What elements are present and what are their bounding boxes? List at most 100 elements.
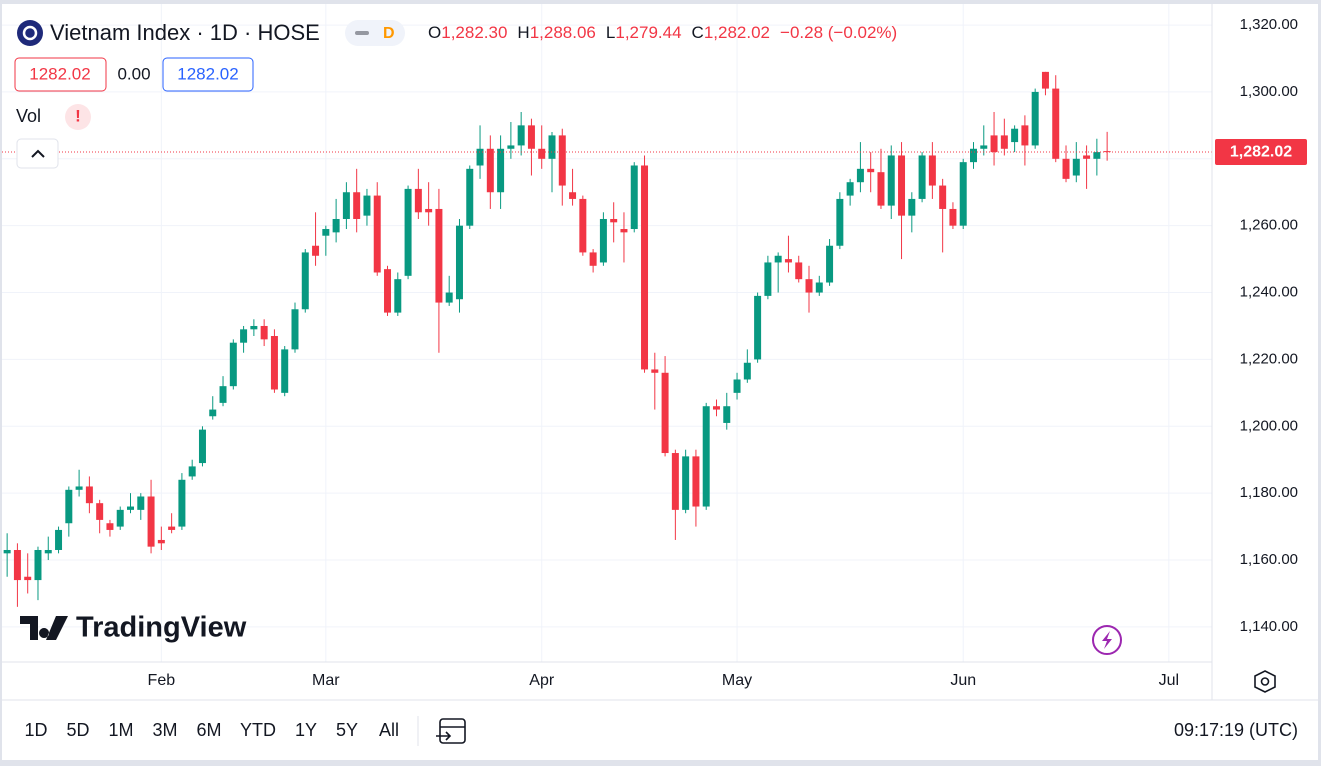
range-button[interactable]: All — [379, 720, 399, 740]
candle-body — [65, 489, 73, 524]
candle-body — [425, 208, 433, 213]
candle-body — [301, 252, 309, 310]
candle-body — [908, 198, 916, 216]
candle-body — [527, 125, 535, 149]
y-tick-label: 1,300.00 — [1240, 83, 1298, 100]
candle-body — [260, 325, 268, 340]
collapse-button[interactable] — [16, 138, 59, 169]
candle-body — [826, 245, 834, 283]
y-tick-label: 1,240.00 — [1240, 284, 1298, 301]
candle-body — [867, 168, 875, 173]
candle-body — [918, 155, 926, 199]
watermark: TradingView — [76, 612, 247, 644]
candle-body — [281, 349, 289, 393]
settings-dot — [1260, 677, 1270, 686]
candle-body — [887, 155, 895, 206]
ohlc-text: O1,282.30 H1,288.06 L1,279.44 C1,282.02 −0.2… — [428, 23, 897, 42]
candle-body — [928, 155, 936, 186]
x-tick-label: Jul — [1159, 672, 1179, 689]
candle-body — [497, 148, 505, 193]
candle-body — [168, 526, 176, 530]
y-tick-label: 1,200.00 — [1240, 417, 1298, 434]
candle-body — [353, 192, 361, 219]
candle-body — [610, 218, 618, 223]
candle-body — [96, 503, 104, 520]
symbol-title[interactable]: Vietnam Index · 1D · HOSE — [50, 20, 320, 45]
input-value: 0.00 — [117, 64, 150, 83]
x-tick-label: Mar — [312, 672, 340, 689]
x-tick-label: Feb — [148, 672, 176, 689]
price-tag — [1215, 139, 1307, 166]
range-button[interactable]: YTD — [240, 720, 276, 740]
candle-body — [877, 172, 885, 206]
candle-body — [157, 539, 165, 544]
warning-icon[interactable] — [65, 104, 91, 130]
y-tick-label: 1,320.00 — [1240, 16, 1298, 33]
candle-body — [723, 406, 731, 423]
candle-body — [970, 148, 977, 163]
candle-body — [651, 369, 659, 373]
ohlc-legend: O1,282.30 H1,288.06 L1,279.44 C1,282.02 −0.2… — [428, 23, 897, 42]
candle-body — [569, 192, 577, 199]
candle-body — [55, 529, 63, 550]
candle-body — [743, 362, 751, 380]
input-box[interactable] — [14, 57, 107, 92]
collapse-icon — [31, 149, 45, 158]
candle-body — [116, 509, 124, 527]
range-button[interactable]: 6M — [196, 720, 221, 740]
candle-body — [774, 255, 782, 263]
x-tick-label: Apr — [529, 672, 555, 689]
y-tick-label: 1,180.00 — [1240, 484, 1298, 501]
candle-body — [3, 549, 11, 554]
calendar — [439, 718, 466, 744]
candle-body — [599, 218, 607, 263]
candle-body — [589, 252, 597, 266]
settings-icon[interactable] — [1254, 670, 1276, 693]
legend-item: 1,282.02 — [704, 23, 770, 42]
symbol-logo — [17, 20, 43, 46]
candle-body — [939, 185, 947, 209]
date-range-icon[interactable] — [436, 718, 466, 744]
candle-body — [898, 155, 906, 216]
candle-body — [1041, 71, 1049, 89]
candle-body — [579, 198, 587, 253]
candle-body — [229, 342, 237, 387]
candle-body — [1011, 128, 1019, 143]
range-button[interactable]: 1D — [24, 720, 47, 740]
candle-body — [846, 182, 854, 196]
candle-body — [733, 379, 741, 393]
range-button[interactable]: 5Y — [336, 720, 358, 740]
input-value: 1282.02 — [29, 64, 90, 83]
candle-body — [1000, 135, 1008, 149]
range-button[interactable]: 1M — [108, 720, 133, 740]
candle-body — [671, 453, 679, 510]
range-button[interactable]: 5D — [66, 720, 89, 740]
badge[interactable] — [345, 20, 405, 46]
candle-body — [682, 456, 690, 510]
volume-label: Vol — [16, 106, 41, 126]
input-box[interactable] — [162, 57, 254, 92]
candle-body — [1052, 88, 1060, 159]
plot-area — [2, 4, 1212, 662]
candle-body — [445, 292, 453, 303]
candle-body — [548, 135, 556, 159]
y-tick-label: 1,260.00 — [1240, 217, 1298, 234]
legend-item: −0.28 (−0.02%) — [780, 23, 897, 42]
x-tick-label: May — [722, 672, 752, 689]
candle-body — [507, 145, 515, 149]
legend-item: C — [692, 23, 704, 42]
candle-body — [404, 188, 412, 276]
candle-body — [363, 195, 371, 216]
tv-logo-mark — [20, 616, 68, 640]
candle-body — [455, 225, 463, 300]
range-button[interactable]: 1Y — [295, 720, 317, 740]
candle-body — [106, 523, 114, 530]
range-button[interactable]: 3M — [152, 720, 177, 740]
candle-body — [291, 309, 299, 350]
lightning-icon[interactable] — [1092, 625, 1122, 655]
candle-body — [13, 549, 21, 581]
candle-body — [332, 218, 340, 233]
candle-body — [630, 165, 638, 230]
candle-body — [127, 506, 134, 510]
